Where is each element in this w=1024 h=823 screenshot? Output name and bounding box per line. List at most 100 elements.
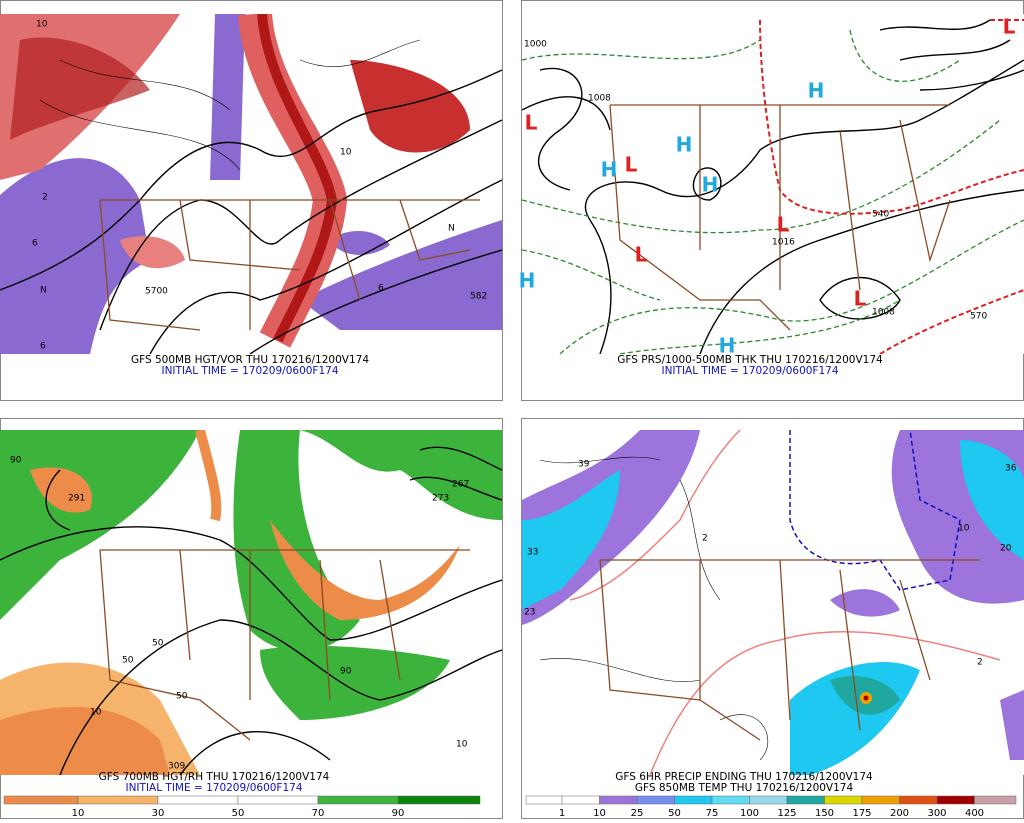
map-label: 10 xyxy=(340,148,352,158)
map-label: 540 xyxy=(872,210,889,220)
map-precip xyxy=(522,430,1024,775)
map-labels: H H H H H H L L L L L L 1008 1016 1008 5… xyxy=(519,15,1016,358)
map-label: 1008 xyxy=(588,94,611,104)
low-marker: L xyxy=(854,287,867,311)
colorbar-segment xyxy=(3,795,79,805)
colorbar-label: 100 xyxy=(740,808,759,819)
colorbar-label: 30 xyxy=(152,808,165,819)
map-label: 5700 xyxy=(145,287,168,297)
map-label: 6 xyxy=(40,342,46,352)
colorbar-label: 125 xyxy=(777,808,796,819)
map-label: 582 xyxy=(470,292,487,302)
map-label: 10 xyxy=(90,708,102,718)
map-label: 2 xyxy=(702,534,708,544)
map-label: 50 xyxy=(152,639,164,649)
caption: GFS 700MB HGT/RH THU 170216/1200V174 xyxy=(99,771,330,783)
map-label: 1008 xyxy=(872,308,895,318)
map-label: 10 xyxy=(456,740,468,750)
colorbar-label: 200 xyxy=(890,808,909,819)
low-marker: L xyxy=(525,111,538,135)
map-label: 2 xyxy=(42,193,48,203)
high-marker: H xyxy=(601,158,618,182)
high-marker: H xyxy=(719,334,736,358)
map-label: 291 xyxy=(68,494,85,504)
low-marker: L xyxy=(777,213,790,237)
map-surface xyxy=(522,14,1024,354)
map-label: 570 xyxy=(970,312,987,322)
colorbar-segment xyxy=(824,795,863,805)
low-marker: L xyxy=(1003,15,1016,39)
map-label: 90 xyxy=(340,667,352,677)
map-label: 6 xyxy=(378,284,384,294)
colorbar-segment xyxy=(397,795,481,805)
colorbar-label: 50 xyxy=(232,808,245,819)
map-label: N xyxy=(40,286,47,296)
map-labels: 2 20 33 36 39 10 2 23 xyxy=(524,460,1017,668)
map-label: 36 xyxy=(1005,464,1017,474)
low-marker: L xyxy=(635,243,648,267)
colorbar-segment xyxy=(636,795,675,805)
colorbar-segment xyxy=(157,795,239,805)
colorbar-segment xyxy=(599,795,638,805)
caption: GFS 6HR PRECIP ENDING THU 170216/1200V17… xyxy=(615,771,873,783)
colorbar-segment xyxy=(561,795,600,805)
high-marker: H xyxy=(676,133,693,157)
colorbar-label: 10 xyxy=(593,808,606,819)
colorbar-segment xyxy=(749,795,788,805)
map-label: 20 xyxy=(1000,544,1012,554)
map-label: 10 xyxy=(958,524,970,534)
map-label: N xyxy=(448,224,455,234)
high-marker: H xyxy=(519,269,536,293)
colorbar-label: 25 xyxy=(631,808,644,819)
colorbar-label: 10 xyxy=(72,808,85,819)
map-500mb xyxy=(0,14,502,354)
initial-time: INITIAL TIME = 170209/0600F174 xyxy=(661,365,838,377)
map-label: 1000 xyxy=(524,40,547,50)
colorbar-label: 50 xyxy=(668,808,681,819)
map-label: 50 xyxy=(176,692,188,702)
colorbar-segment xyxy=(899,795,938,805)
map-label: 90 xyxy=(10,456,22,466)
map-labels: 50 10 309 291 273 50 90 50 10 90 267 xyxy=(10,456,469,772)
map-label: 2 xyxy=(977,658,983,668)
colorbar-segment xyxy=(974,795,1017,805)
initial-time: INITIAL TIME = 170209/0600F174 xyxy=(161,365,338,377)
map-label: 23 xyxy=(524,608,535,618)
colorbar-label: 400 xyxy=(965,808,984,819)
map-label: 309 xyxy=(168,762,185,772)
colorbar-segment xyxy=(674,795,713,805)
map-label: 6 xyxy=(32,239,38,249)
caption: GFS 850MB TEMP THU 170216/1200V174 xyxy=(635,782,854,794)
colorbar-segment xyxy=(936,795,975,805)
colorbar-label: 300 xyxy=(927,808,946,819)
initial-time: INITIAL TIME = 170209/0600F174 xyxy=(125,782,302,794)
map-label: 10 xyxy=(36,20,48,30)
colorbar-segment xyxy=(317,795,399,805)
map-label: 273 xyxy=(432,494,449,504)
colorbar-label: 175 xyxy=(852,808,871,819)
colorbar-segment xyxy=(861,795,900,805)
map-label: 267 xyxy=(452,480,469,490)
colorbar-segment xyxy=(711,795,750,805)
colorbar-segment xyxy=(786,795,825,805)
map-labels: 5700 582 N 6 10 2 6 N 10 6 xyxy=(32,20,487,352)
low-marker: L xyxy=(625,153,638,177)
caption: GFS 500MB HGT/VOR THU 170216/1200V174 xyxy=(131,354,369,366)
caption: GFS PRS/1000-500MB THK THU 170216/1200V1… xyxy=(617,354,883,366)
colorbar-label: 150 xyxy=(815,808,834,819)
high-marker: H xyxy=(808,79,825,103)
colorbar-label: 70 xyxy=(312,808,325,819)
colorbar-segment xyxy=(525,795,563,805)
colorbar-label: 1 xyxy=(559,808,565,819)
map-700mb xyxy=(0,430,502,775)
high-marker: H xyxy=(702,173,719,197)
map-label: 39 xyxy=(578,460,590,470)
colorbar-segment xyxy=(77,795,159,805)
map-label: 1016 xyxy=(772,238,795,248)
colorbar-segment xyxy=(237,795,319,805)
map-label: 33 xyxy=(527,548,538,558)
map-label: 50 xyxy=(122,656,134,666)
colorbar-label: 90 xyxy=(392,808,405,819)
colorbar-label: 75 xyxy=(706,808,719,819)
